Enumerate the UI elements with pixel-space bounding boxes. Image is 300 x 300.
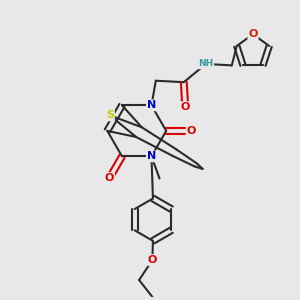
Text: S: S — [106, 110, 114, 120]
Text: O: O — [181, 102, 190, 112]
Text: O: O — [105, 173, 114, 183]
Text: O: O — [248, 29, 258, 39]
Text: O: O — [187, 126, 196, 136]
Text: N: N — [147, 100, 156, 110]
Text: N: N — [147, 152, 156, 161]
Text: O: O — [148, 255, 157, 265]
Text: NH: NH — [198, 59, 214, 68]
